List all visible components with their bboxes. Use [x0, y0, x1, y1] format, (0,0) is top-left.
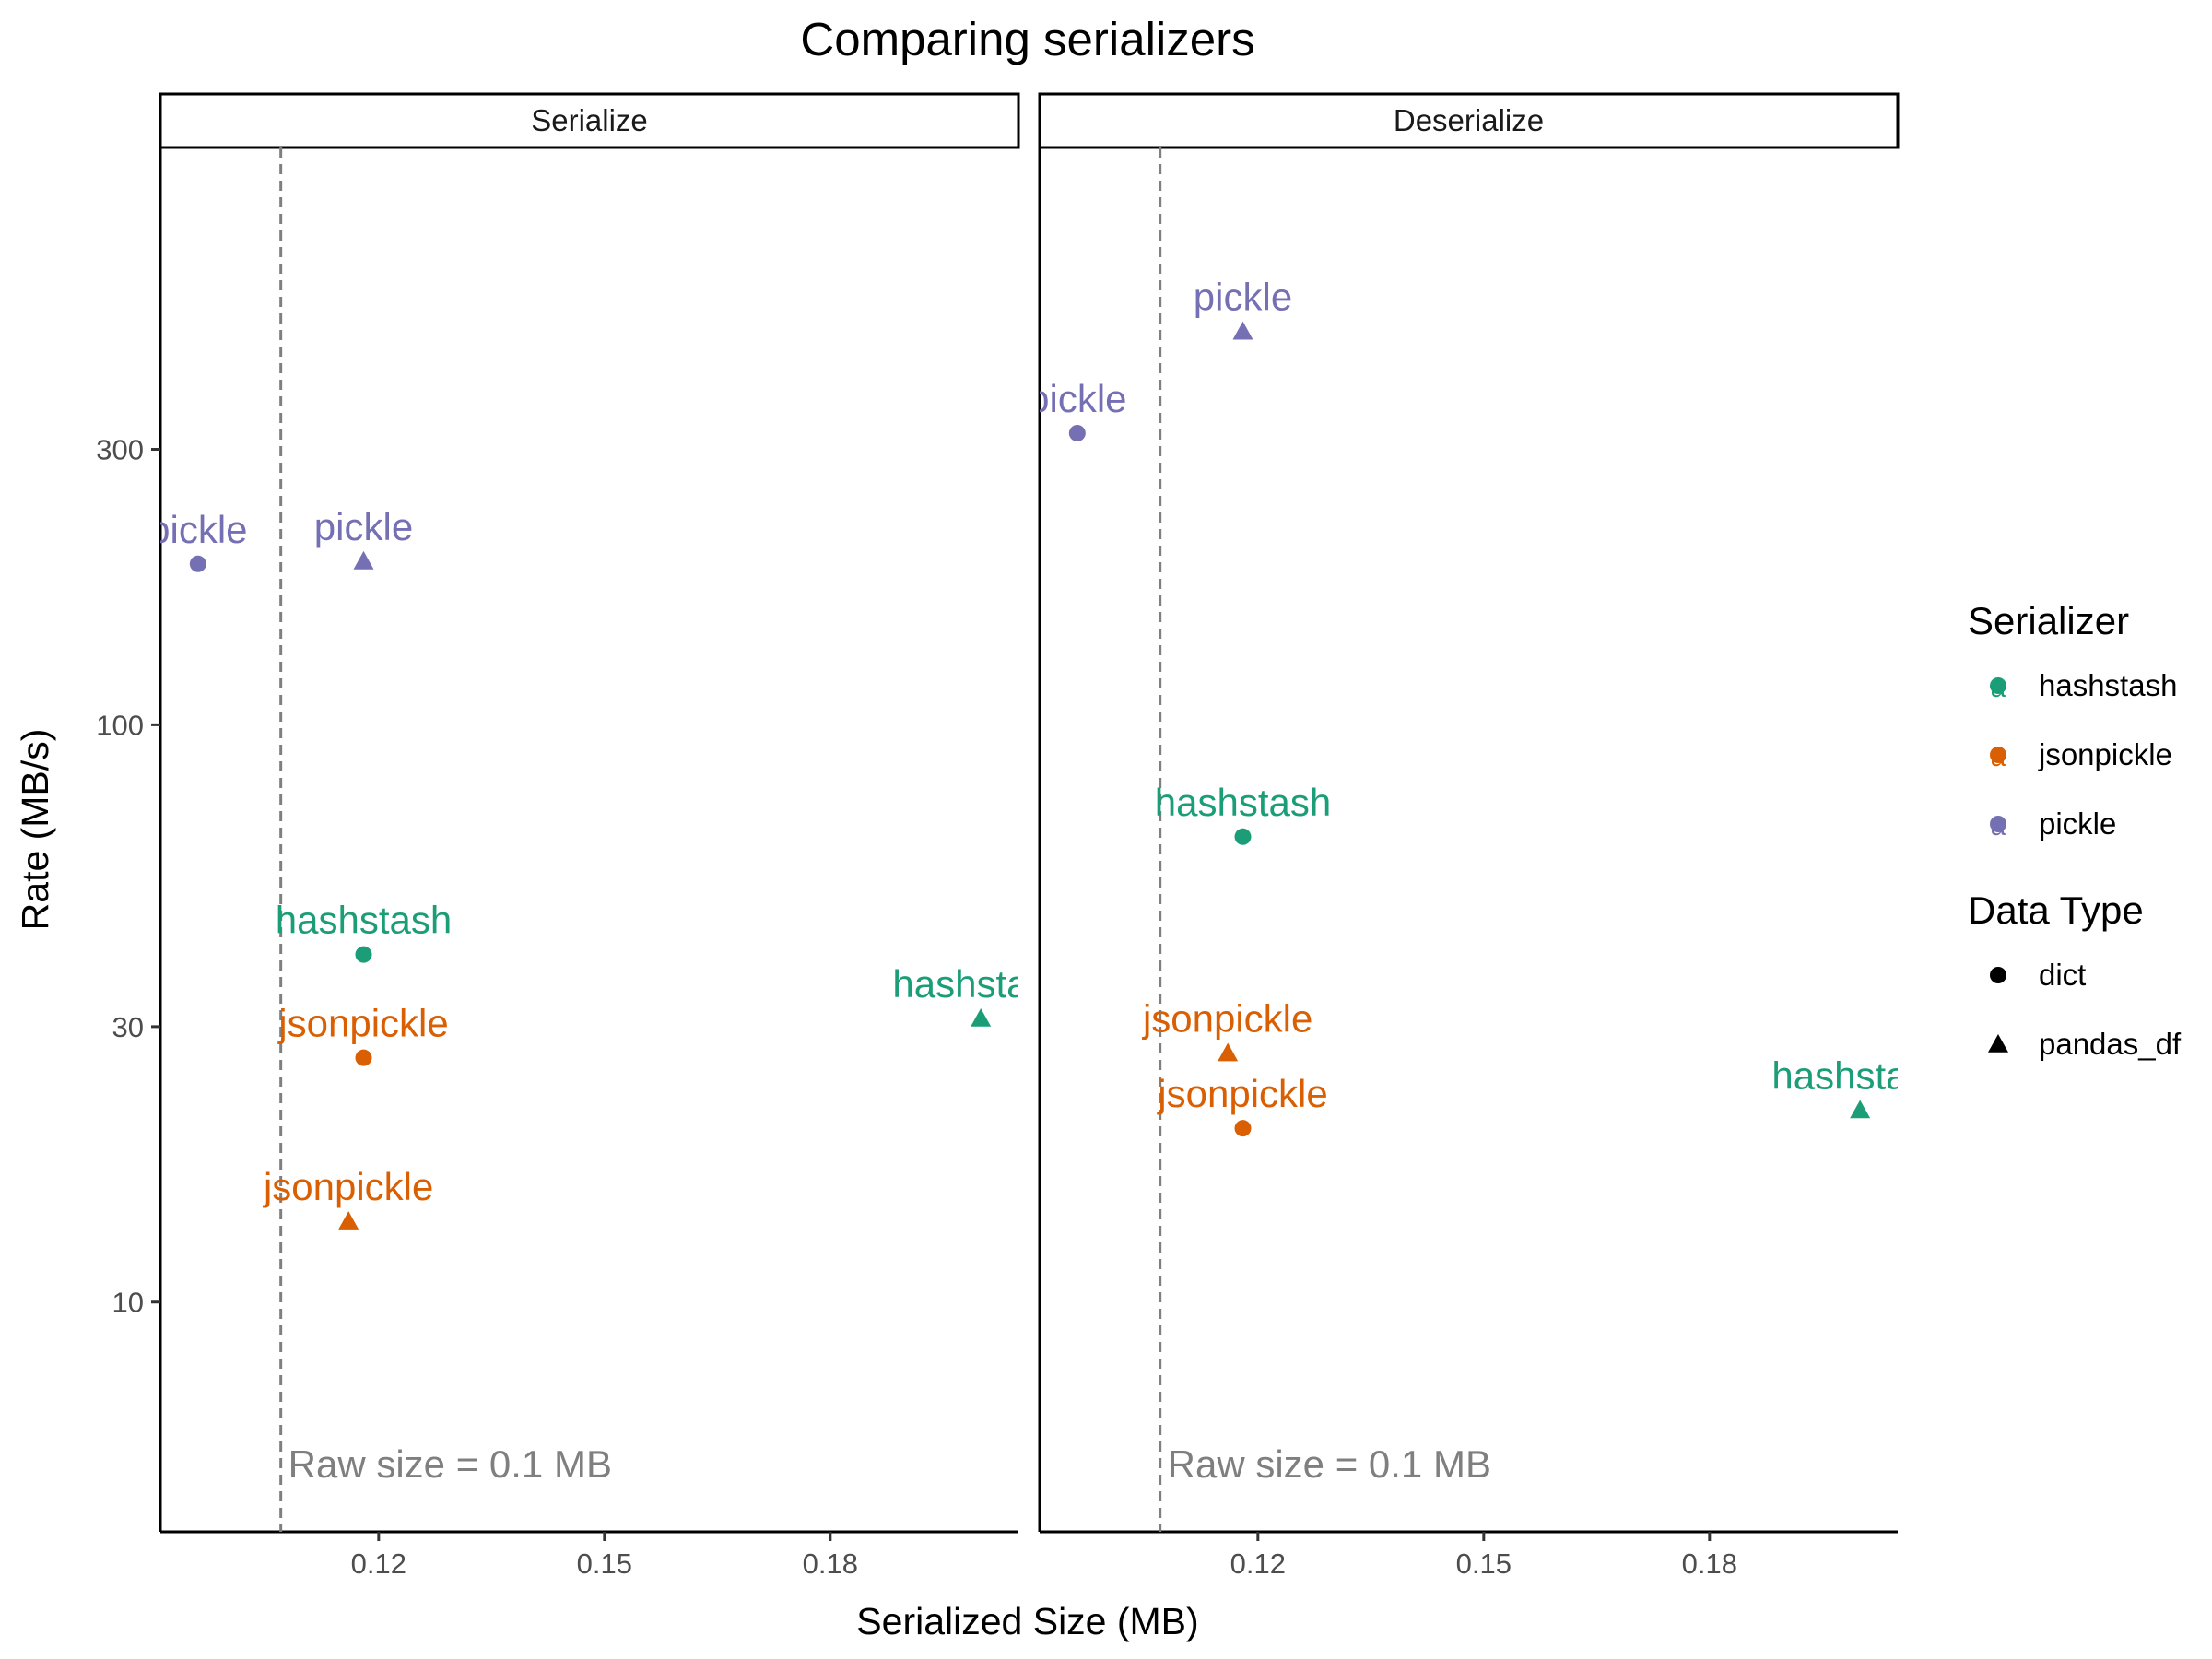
legend-label-pandas-df: pandas_df	[2039, 1027, 2182, 1061]
legend-label-jsonpickle: jsonpickle	[2038, 737, 2172, 771]
x-tick-label: 0.15	[577, 1547, 632, 1580]
point-label-jsonpickle: jsonpickle	[1156, 1072, 1327, 1115]
x-tick-label: 0.18	[1682, 1547, 1737, 1580]
point-label-pickle: pickle	[314, 505, 413, 548]
x-tick-label: 0.12	[351, 1547, 406, 1580]
panel-points: pickle pickle hashstash hashstash jsonpickle…	[148, 505, 1068, 1230]
facet-strip-label: Deserialize	[1394, 103, 1544, 137]
legend-key-shape-dict	[1990, 967, 2006, 983]
point-hashstash-dict	[1234, 828, 1252, 845]
point-pickle-dict	[1068, 424, 1086, 441]
facet-strip	[159, 92, 1020, 149]
x-tick-label: 0.12	[1230, 1547, 1286, 1580]
legend-key-point-pickle	[1990, 816, 2006, 832]
panel-points: pickle pickle hashstash hashstash jsonpickle…	[1028, 276, 1947, 1137]
y-axis-title: Rate (MB/s)	[14, 729, 56, 931]
legend: SerializerahashstashajsonpickleapickleDa…	[1968, 599, 2182, 1061]
y-tick-label: 300	[96, 434, 144, 466]
point-label-hashstash: hashstash	[276, 899, 452, 942]
x-axis-title: Serialized Size (MB)	[856, 1600, 1198, 1642]
legend-key-shape-pandas_df	[1988, 1034, 2008, 1053]
point-label-hashstash: hashstash	[1771, 1054, 1947, 1098]
point-label-hashstash: hashstash	[892, 962, 1068, 1006]
legend-label-hashstash: hashstash	[2039, 668, 2177, 702]
point-label-pickle: pickle	[1028, 377, 1126, 420]
facet-panels: Serialize 0.12 0.15 0.18 Raw size = 0.1 MB pi…	[148, 92, 1947, 1580]
point-hashstash-dict	[355, 946, 372, 963]
point-hashstash-pandas-df	[971, 1007, 992, 1027]
y-tick-label: 100	[96, 709, 144, 741]
y-tick-label: 10	[112, 1287, 144, 1319]
point-jsonpickle-dict	[1234, 1120, 1252, 1137]
point-pickle-dict	[189, 555, 206, 572]
point-label-jsonpickle: jsonpickle	[1141, 997, 1312, 1041]
point-jsonpickle-dict	[355, 1049, 372, 1066]
legend-key-point-jsonpickle	[1990, 747, 2006, 763]
panel-deserialize: Deserialize 0.12 0.15 0.18 Raw size = 0.1 MB…	[1028, 92, 1947, 1580]
raw-size-label: Raw size = 0.1 MB	[288, 1442, 612, 1486]
point-jsonpickle-pandas-df	[1218, 1042, 1239, 1062]
point-label-pickle: pickle	[1194, 276, 1292, 319]
y-axis: 10 30 100 300	[96, 434, 160, 1319]
x-tick-label: 0.18	[803, 1547, 858, 1580]
raw-size-label: Raw size = 0.1 MB	[1168, 1442, 1491, 1486]
legend-data-type-title: Data Type	[1968, 888, 2144, 932]
panel-serialize: Serialize 0.12 0.15 0.18 Raw size = 0.1 MB pi…	[148, 92, 1068, 1580]
point-pickle-pandas-df	[1232, 321, 1253, 340]
point-hashstash-pandas-df	[1850, 1100, 1871, 1119]
facet-strip	[1038, 92, 1900, 149]
legend-label-pickle: pickle	[2039, 806, 2116, 841]
point-pickle-pandas-df	[353, 550, 374, 570]
legend-serializer-title: Serializer	[1968, 599, 2129, 642]
legend-label-dict: dict	[2039, 958, 2086, 992]
y-tick-label: 30	[112, 1011, 144, 1043]
point-label-pickle: pickle	[148, 508, 247, 551]
facet-strip-label: Serialize	[531, 103, 648, 137]
point-label-hashstash: hashstash	[1155, 781, 1331, 824]
point-jsonpickle-pandas-df	[338, 1211, 359, 1230]
legend-key-point-hashstash	[1990, 677, 2006, 694]
point-label-jsonpickle: jsonpickle	[276, 1002, 448, 1045]
x-tick-label: 0.15	[1456, 1547, 1512, 1580]
point-label-jsonpickle: jsonpickle	[262, 1165, 433, 1208]
chart-title: Comparing serializers	[800, 13, 1254, 65]
